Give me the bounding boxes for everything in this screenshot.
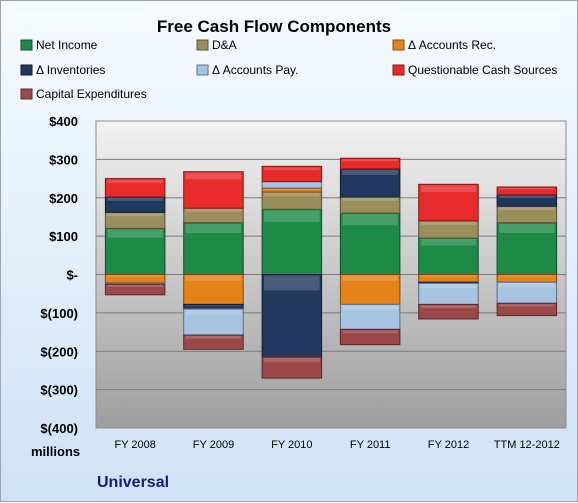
y-tick-label: $(100) bbox=[40, 306, 78, 321]
x-tick-label: FY 2012 bbox=[428, 439, 469, 451]
x-tick-label: FY 2009 bbox=[193, 439, 234, 451]
legend-label-inventories: Δ Inventories bbox=[36, 63, 105, 77]
bar-highlight bbox=[421, 222, 477, 225]
y-tick-label: $100 bbox=[49, 229, 78, 244]
bar-highlight bbox=[264, 183, 320, 184]
bar-highlight bbox=[186, 209, 242, 212]
legend-swatch-net-income bbox=[21, 40, 32, 50]
bar-highlight bbox=[264, 210, 320, 222]
legend-label-capital-expenditures: Capital Expenditures bbox=[36, 87, 147, 101]
bar-highlight bbox=[421, 276, 477, 277]
y-tick-label: $(300) bbox=[40, 383, 78, 398]
bar-highlight bbox=[107, 229, 162, 237]
bar-highlight bbox=[264, 358, 320, 362]
x-tick-label: FY 2008 bbox=[115, 439, 156, 451]
company-name: Universal bbox=[97, 474, 169, 491]
bar-highlight bbox=[186, 173, 242, 180]
y-tick-label: $- bbox=[66, 268, 78, 283]
bar-highlight bbox=[499, 283, 554, 287]
legend: Net Income D&A Δ Accounts Rec. Δ Inventorie… bbox=[21, 38, 557, 101]
bar-highlight bbox=[342, 305, 398, 310]
bar-highlight bbox=[421, 284, 477, 288]
y-tick-label: $(200) bbox=[40, 344, 78, 359]
bar-highlight bbox=[264, 193, 320, 196]
legend-swatch-accounts-pay bbox=[197, 65, 208, 75]
legend-swatch-accounts-rec bbox=[393, 40, 404, 50]
x-tick-label: TTM 12-2012 bbox=[494, 439, 560, 451]
legend-label-questionable-cash-sources: Questionable Cash Sources bbox=[408, 63, 557, 77]
y-axis: $400 $300 $200 $100 $- $(100) $(200) $(300) $(40… bbox=[40, 114, 78, 436]
bar-highlight bbox=[342, 198, 398, 201]
bar-highlight bbox=[186, 224, 242, 233]
chart-title: Free Cash Flow Components bbox=[157, 17, 391, 36]
bar-highlight bbox=[499, 304, 554, 306]
bar-highlight bbox=[186, 305, 242, 306]
y-tick-label: $200 bbox=[49, 191, 78, 206]
legend-label-net-income: Net Income bbox=[36, 38, 98, 52]
x-tick-label: FY 2011 bbox=[350, 439, 391, 451]
x-tick-label: FY 2010 bbox=[271, 439, 312, 451]
y-tick-label: $300 bbox=[49, 152, 78, 167]
bar-highlight bbox=[342, 330, 398, 333]
legend-swatch-capital-expenditures bbox=[21, 89, 32, 99]
bar-highlight bbox=[186, 276, 242, 281]
bar-highlight bbox=[186, 336, 242, 339]
bar-segment-accounts-pay bbox=[262, 182, 322, 189]
bar-segment-inventories bbox=[184, 304, 244, 309]
bar-highlight bbox=[107, 198, 162, 201]
bar-highlight bbox=[499, 188, 554, 189]
bar-highlight bbox=[186, 310, 242, 315]
bar-highlight bbox=[264, 189, 320, 190]
bar-highlight bbox=[342, 170, 398, 175]
bar-highlight bbox=[342, 276, 398, 281]
bar-highlight bbox=[107, 213, 162, 216]
bar-highlight bbox=[342, 159, 398, 161]
legend-label-accounts-rec: Δ Accounts Rec. bbox=[408, 38, 496, 52]
bar-highlight bbox=[499, 207, 554, 210]
bar-highlight bbox=[107, 285, 162, 287]
bar-highlight bbox=[421, 239, 477, 246]
bar-highlight bbox=[499, 196, 554, 198]
bar-highlight bbox=[342, 214, 398, 225]
bar-highlight bbox=[499, 224, 554, 233]
legend-swatch-d-a bbox=[197, 40, 208, 50]
legend-label-d-a: D&A bbox=[212, 38, 237, 52]
legend-swatch-inventories bbox=[21, 65, 32, 75]
y-tick-label: $400 bbox=[49, 114, 78, 129]
bar-highlight bbox=[264, 167, 320, 170]
bar-highlight bbox=[107, 276, 162, 278]
bar-highlight bbox=[107, 180, 162, 183]
unit-label: millions bbox=[31, 444, 80, 459]
bar-highlight bbox=[421, 305, 477, 308]
bar-highlight bbox=[421, 185, 477, 192]
legend-label-accounts-pay: Δ Accounts Pay. bbox=[212, 63, 299, 77]
x-axis: FY 2008 FY 2009 FY 2010 FY 2011 FY 2012 TTM 1… bbox=[115, 439, 560, 451]
bar-highlight bbox=[264, 276, 320, 291]
bar-highlight bbox=[499, 276, 554, 277]
legend-swatch-questionable-cash-sources bbox=[393, 65, 404, 75]
bar-segment-accounts-rec bbox=[262, 188, 322, 192]
y-tick-label: $(400) bbox=[40, 421, 78, 436]
